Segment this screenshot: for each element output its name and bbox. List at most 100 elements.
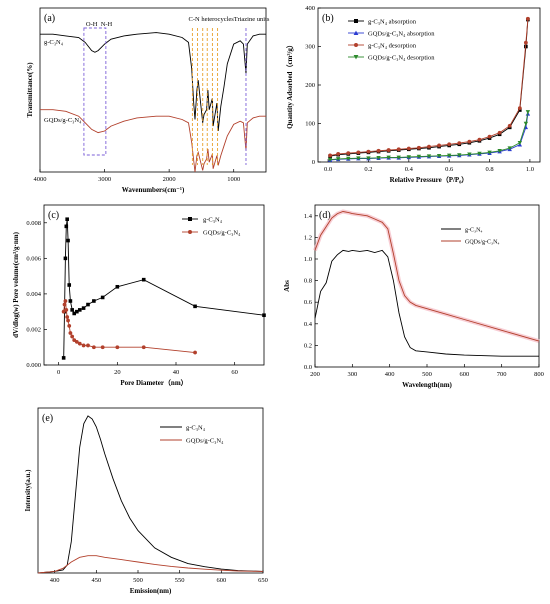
data-point (74, 339, 79, 344)
y-tick-label: 0.2 (304, 342, 312, 349)
panel-label: (d) (319, 210, 331, 221)
legend-marker (188, 230, 192, 234)
data-point (346, 151, 351, 156)
panel-label: (c) (48, 210, 59, 221)
legend-entry: GQDs/g-C₃N₄ (186, 438, 224, 445)
data-point (467, 152, 472, 157)
data-point (62, 302, 67, 307)
x-tick-label: 650 (258, 577, 268, 584)
y-tick-label: 0.006 (26, 255, 41, 262)
x-axis-label: Wavelength(nm) (402, 381, 452, 389)
y-tick-label: 0.002 (26, 326, 41, 333)
x-tick-label: 60 (231, 369, 238, 376)
panel-label: (e) (42, 413, 53, 424)
data-point (63, 299, 68, 303)
series-line (314, 211, 540, 342)
annotation-oh: O-H (86, 21, 98, 28)
data-point (100, 295, 105, 300)
data-point (517, 140, 523, 145)
data-point (81, 306, 86, 310)
x-tick-label: 0.8 (485, 166, 493, 173)
annotation-cn: C-N heterocycles (189, 16, 235, 23)
series-halo (313, 209, 540, 344)
data-point (436, 154, 442, 159)
x-tick-label: 600 (216, 577, 226, 584)
data-point (86, 302, 90, 307)
data-point (525, 16, 530, 21)
data-point (416, 154, 422, 159)
data-point (115, 284, 120, 289)
panel-b: 0.0 0.2 0.4 0.6 0.8 1.0 0 100 200 300 400 Relative … (286, 5, 541, 184)
data-point (81, 343, 86, 348)
data-point (487, 134, 492, 139)
y-tick-label: 0.8 (304, 278, 312, 285)
legend-entry: GQDs/g-C₃N₄ (203, 230, 241, 237)
data-point (61, 356, 66, 360)
data-point (467, 139, 472, 144)
x-tick-label: 500 (422, 371, 432, 378)
oh-nh-box (83, 27, 107, 156)
x-tick-label: 550 (175, 577, 185, 584)
annotation-nh: N-H (101, 21, 113, 28)
y-axis-label: dV/dlog(w) Pore volume(cm³/g·nm) (12, 231, 20, 337)
series-line (314, 249, 539, 357)
y-tick-label: 0.0 (304, 364, 312, 371)
y-tick-label: 0 (312, 159, 315, 166)
data-point (523, 40, 528, 45)
data-point (64, 307, 69, 312)
x-tick-label: 800 (534, 371, 544, 378)
data-point (64, 224, 69, 229)
data-point (63, 256, 68, 261)
data-point (386, 148, 391, 152)
data-point (68, 299, 73, 303)
data-point (446, 153, 452, 158)
x-tick-label: 0 (57, 369, 60, 376)
y-axis-label: Intensity(a.u.) (24, 469, 32, 512)
data-point (68, 331, 73, 335)
legend-entry: g-C₃N₄ (186, 425, 206, 432)
x-tick-label: 40 (173, 369, 180, 376)
data-point (77, 308, 82, 312)
data-point (70, 334, 75, 339)
legend-entry: GQDs/g-C₃N₄ (465, 240, 500, 246)
data-point (193, 350, 197, 355)
data-point (426, 154, 432, 159)
data-point (66, 238, 70, 243)
data-point (335, 157, 341, 162)
x-axis-label: Wavenumbers(cm⁻¹) (122, 186, 185, 194)
data-point (366, 149, 371, 154)
data-point (427, 144, 431, 149)
data-point (75, 309, 79, 314)
data-point (346, 156, 351, 161)
x-tick-label: 1.0 (526, 166, 534, 173)
data-point (91, 345, 96, 350)
x-tick-label: 1000 (227, 176, 240, 183)
panel-d: 200 300 400 500 600 700 800 0.0 0.2 0.4 0.6 0.8 1.0 1… (283, 204, 544, 389)
data-point (477, 137, 482, 142)
data-point (497, 149, 502, 154)
data-point (92, 299, 96, 303)
series-line (330, 111, 529, 161)
x-tick-label: 4000 (34, 176, 47, 183)
data-point (70, 308, 74, 312)
data-point (487, 150, 492, 155)
legend-entry: GQDs/g-C₃N₄ absorption (368, 31, 435, 38)
y-tick-label: 0.008 (26, 220, 41, 227)
series-line (37, 555, 264, 574)
legend-entry: g-C₃N₄ desorption (368, 43, 417, 50)
data-point (525, 110, 531, 115)
series-line (330, 19, 529, 157)
data-point (497, 130, 502, 135)
series-label: GQDs/g-C₃N₄ (44, 117, 82, 124)
data-point (336, 152, 341, 156)
plot-frame (43, 204, 265, 366)
data-point (65, 217, 69, 222)
legend-entry: g-C₃N₄ (203, 217, 223, 224)
x-tick-label: 500 (133, 577, 143, 584)
panel-label: (a) (44, 13, 55, 24)
x-tick-label: 0.4 (405, 166, 414, 173)
y-tick-label: 0.6 (304, 299, 313, 306)
data-point (507, 123, 512, 128)
data-point (417, 145, 421, 150)
